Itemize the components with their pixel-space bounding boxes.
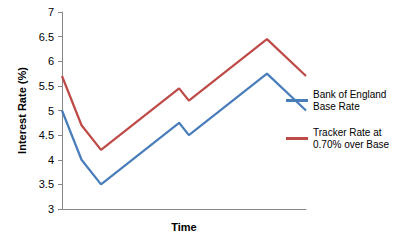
svg-text:Time: Time (171, 221, 196, 233)
svg-text:0.70% over Base: 0.70% over Base (313, 139, 390, 150)
svg-text:6.5: 6.5 (39, 31, 54, 43)
svg-text:4: 4 (48, 154, 54, 166)
svg-text:6: 6 (48, 55, 54, 67)
svg-text:7: 7 (48, 6, 54, 18)
svg-text:Base Rate: Base Rate (313, 101, 360, 112)
svg-text:3.5: 3.5 (39, 178, 54, 190)
svg-text:3: 3 (48, 203, 54, 215)
svg-text:5.5: 5.5 (39, 80, 54, 92)
svg-text:4.5: 4.5 (39, 129, 54, 141)
svg-text:Tracker Rate at: Tracker Rate at (313, 127, 384, 138)
svg-text:5: 5 (48, 105, 54, 117)
svg-text:Bank of England: Bank of England (313, 89, 389, 100)
svg-text:Interest Rate (%): Interest Rate (%) (16, 67, 28, 154)
